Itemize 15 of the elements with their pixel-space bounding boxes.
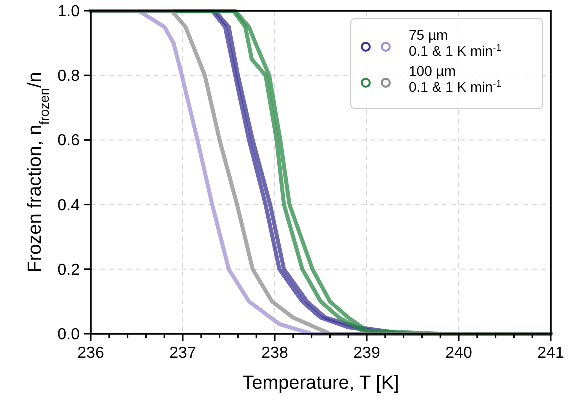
y-tick-label: 0.0 — [58, 326, 80, 344]
x-tick-label: 238 — [262, 345, 288, 362]
y-tick-label: 0.8 — [58, 68, 80, 86]
x-tick-label: 241 — [538, 345, 564, 362]
y-tick-label: 0.6 — [58, 132, 80, 150]
y-tick-label: 0.4 — [58, 197, 80, 214]
legend-label: 100 µm 0.1 & 1 K min$^{-1}$ — [409, 63, 502, 95]
x-tick-label: 239 — [354, 345, 380, 362]
x-tick-label: 236 — [78, 345, 104, 362]
x-tick-label: 237 — [170, 345, 196, 362]
y-tick-label: 1.0 — [58, 4, 80, 20]
x-axis-title: Temperature, T [K] — [242, 373, 400, 394]
y-tick-label: 0.2 — [58, 262, 80, 279]
x-tick-label: 240 — [446, 345, 472, 362]
legend-label: 75 µm 0.1 & 1 K min$^{-1}$ — [409, 27, 502, 59]
